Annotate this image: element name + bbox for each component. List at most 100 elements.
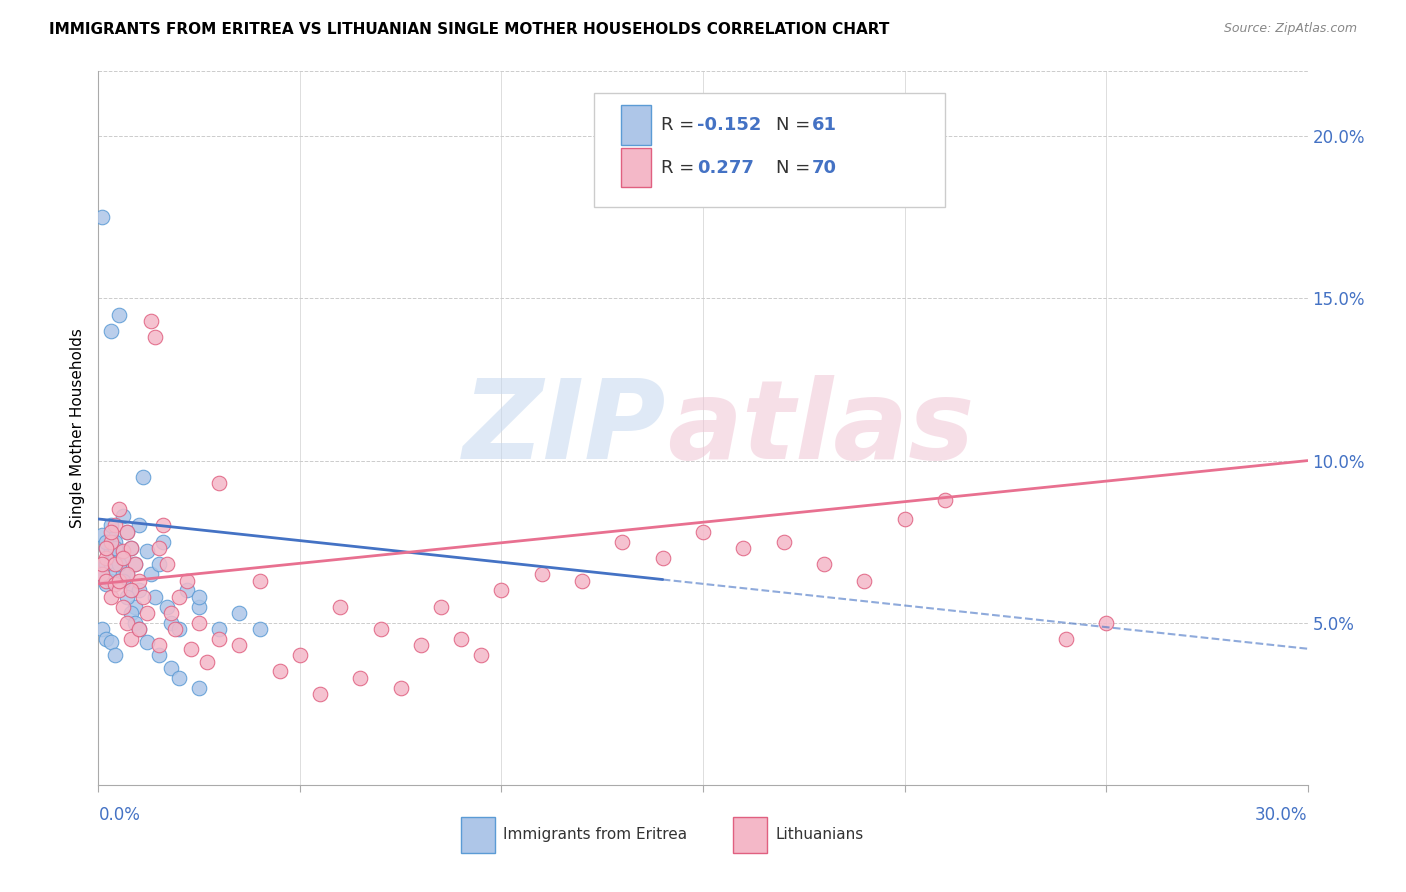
- Point: [107, 308, 129, 322]
- Point: [195, 655, 218, 669]
- Y-axis label: Single Mother Households: Single Mother Households: [70, 328, 86, 528]
- Point: [692, 524, 714, 539]
- Text: N =: N =: [776, 159, 815, 177]
- Point: [853, 574, 876, 588]
- Text: R =: R =: [661, 116, 700, 134]
- Text: atlas: atlas: [666, 375, 974, 482]
- Point: [167, 590, 190, 604]
- Point: [124, 615, 146, 630]
- Point: [107, 574, 129, 588]
- Point: [135, 635, 157, 649]
- Point: [651, 550, 673, 565]
- Point: [91, 558, 114, 572]
- Point: [128, 622, 150, 636]
- Point: [100, 558, 122, 572]
- Text: 0.0%: 0.0%: [98, 806, 141, 824]
- Point: [91, 567, 114, 582]
- Point: [103, 518, 125, 533]
- Point: [188, 615, 211, 630]
- Point: [120, 583, 142, 598]
- Point: [103, 541, 125, 556]
- Point: [111, 574, 134, 588]
- Point: [389, 681, 412, 695]
- Text: Source: ZipAtlas.com: Source: ZipAtlas.com: [1223, 22, 1357, 36]
- Point: [120, 541, 142, 556]
- Point: [96, 534, 118, 549]
- Point: [96, 632, 118, 646]
- Point: [128, 518, 150, 533]
- Point: [143, 590, 166, 604]
- Point: [115, 567, 138, 582]
- Point: [107, 574, 129, 588]
- Point: [470, 648, 492, 663]
- Point: [124, 558, 146, 572]
- Point: [208, 632, 231, 646]
- Point: [96, 574, 118, 588]
- Text: R =: R =: [661, 159, 700, 177]
- Point: [91, 211, 114, 225]
- Point: [96, 558, 118, 572]
- Point: [96, 541, 118, 556]
- Point: [91, 528, 114, 542]
- Point: [139, 567, 162, 582]
- Point: [107, 558, 129, 572]
- Point: [100, 528, 122, 542]
- Point: [228, 606, 250, 620]
- Point: [934, 492, 956, 507]
- Point: [160, 606, 183, 620]
- Point: [111, 508, 134, 523]
- Point: [120, 606, 142, 620]
- FancyBboxPatch shape: [621, 105, 651, 145]
- Point: [167, 671, 190, 685]
- Point: [107, 583, 129, 598]
- Point: [160, 661, 183, 675]
- Point: [91, 567, 114, 582]
- Point: [176, 583, 198, 598]
- Point: [160, 615, 183, 630]
- Point: [208, 622, 231, 636]
- Point: [148, 648, 170, 663]
- Point: [491, 583, 513, 598]
- Point: [772, 534, 794, 549]
- Text: 61: 61: [811, 116, 837, 134]
- Point: [188, 681, 211, 695]
- Point: [100, 534, 122, 549]
- Point: [103, 550, 125, 565]
- Point: [124, 558, 146, 572]
- Point: [96, 577, 118, 591]
- Point: [430, 599, 453, 614]
- Point: [100, 324, 122, 338]
- Point: [111, 550, 134, 565]
- Text: -0.152: -0.152: [697, 116, 761, 134]
- Point: [120, 583, 142, 598]
- Point: [612, 534, 634, 549]
- Point: [139, 314, 162, 328]
- Point: [135, 544, 157, 558]
- Point: [208, 476, 231, 491]
- Point: [329, 599, 352, 614]
- Point: [100, 518, 122, 533]
- Point: [103, 577, 125, 591]
- Point: [115, 615, 138, 630]
- FancyBboxPatch shape: [621, 148, 651, 187]
- Point: [813, 558, 835, 572]
- Point: [733, 541, 755, 556]
- Point: [96, 541, 118, 556]
- Point: [103, 534, 125, 549]
- Point: [100, 544, 122, 558]
- FancyBboxPatch shape: [461, 817, 495, 853]
- Point: [1054, 632, 1077, 646]
- Point: [128, 583, 150, 598]
- Point: [450, 632, 472, 646]
- Point: [91, 622, 114, 636]
- Point: [180, 641, 202, 656]
- Point: [188, 590, 211, 604]
- Point: [115, 590, 138, 604]
- Text: 70: 70: [811, 159, 837, 177]
- Point: [148, 558, 170, 572]
- Point: [1095, 615, 1118, 630]
- Point: [152, 534, 174, 549]
- Point: [409, 639, 432, 653]
- Point: [120, 632, 142, 646]
- Point: [100, 524, 122, 539]
